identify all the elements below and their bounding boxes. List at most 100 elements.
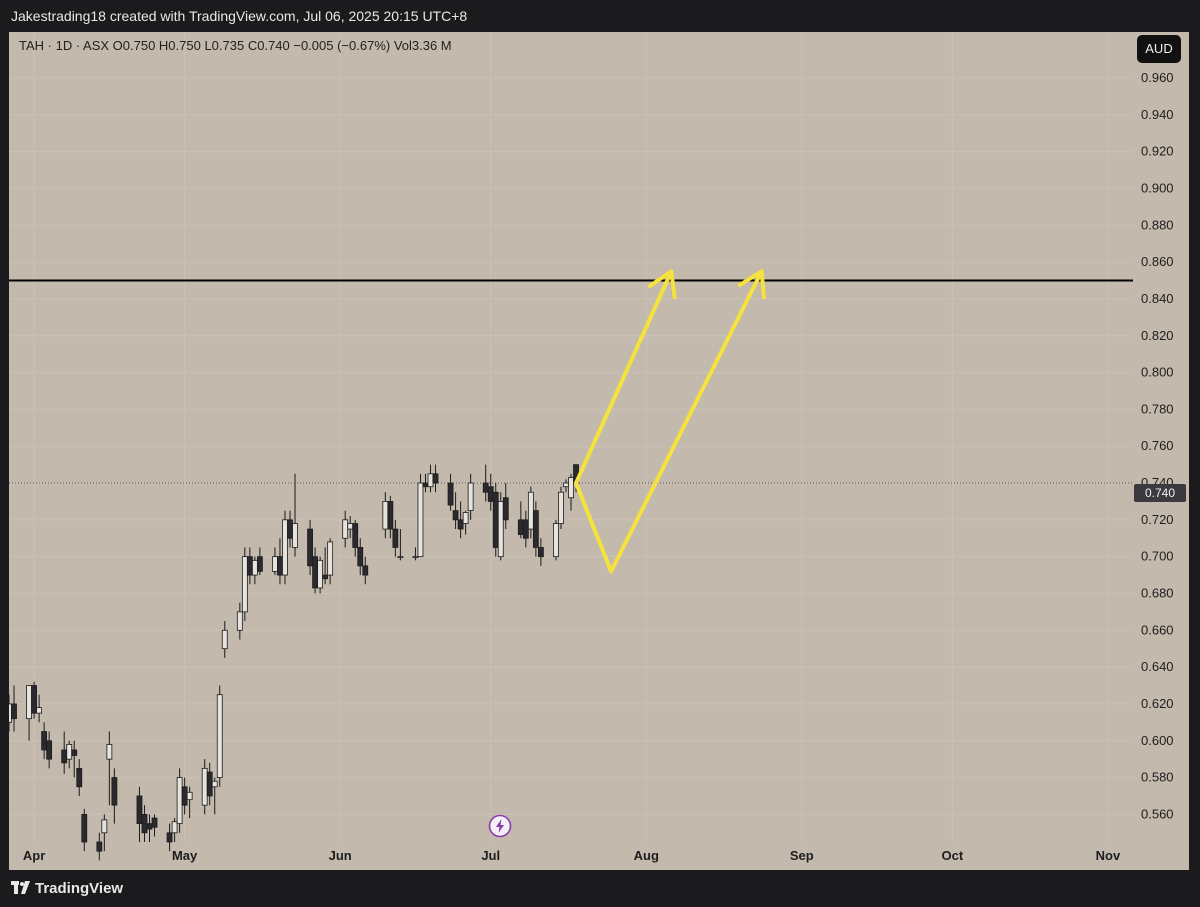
candle xyxy=(322,547,329,585)
candle-body xyxy=(553,523,559,558)
candle xyxy=(292,473,298,557)
projection-arrow-2 xyxy=(574,269,674,486)
candle xyxy=(31,681,37,719)
candle xyxy=(151,814,158,837)
candle-body xyxy=(382,501,389,530)
candle xyxy=(392,519,399,557)
chart-pane[interactable]: 0.560 0.580 0.600 0.620 0.640 0.660 0.680 0.700… xyxy=(9,32,1189,870)
projection-arrowhead-1 xyxy=(737,269,766,300)
candle-body xyxy=(46,740,53,760)
y-tick-label: 0.720 xyxy=(1141,512,1174,527)
candle-body xyxy=(317,559,324,589)
candle-body xyxy=(522,519,529,539)
y-tick-label: 0.580 xyxy=(1141,770,1174,785)
y-tick-label: 0.840 xyxy=(1141,291,1174,306)
candle-body xyxy=(272,556,278,572)
candle-body xyxy=(166,832,173,843)
candle-body xyxy=(241,556,248,613)
candle xyxy=(186,786,193,819)
y-tick-label: 0.820 xyxy=(1141,328,1174,343)
candle xyxy=(357,538,364,576)
candle-body xyxy=(26,685,32,720)
candle xyxy=(417,473,424,558)
candle-body xyxy=(392,528,399,548)
candle xyxy=(241,547,248,622)
y-tick-label: 0.800 xyxy=(1141,365,1174,380)
candle-body xyxy=(482,482,489,493)
attribution-bar: Jakestrading18 created with TradingView.… xyxy=(0,0,1200,32)
y-tick-label: 0.700 xyxy=(1141,549,1174,564)
candle-body xyxy=(527,491,534,530)
candle-body xyxy=(502,497,509,521)
candle xyxy=(236,602,243,640)
candle-body xyxy=(517,519,524,535)
candle xyxy=(256,547,263,576)
candle-body xyxy=(352,523,359,548)
candle-body xyxy=(427,473,434,488)
candle xyxy=(502,483,509,530)
candle-body xyxy=(146,823,153,830)
candle-body xyxy=(246,556,253,576)
candle-body xyxy=(292,523,298,548)
candle-body xyxy=(457,519,464,530)
candle xyxy=(387,495,394,539)
candle-body xyxy=(216,694,223,778)
lightning-icon[interactable] xyxy=(488,814,512,838)
candle-body xyxy=(171,821,178,834)
candle-body xyxy=(211,780,218,788)
tradingview-logo-icon xyxy=(11,881,30,894)
candle-body xyxy=(106,744,113,760)
candle-body xyxy=(492,491,499,548)
x-tick-label: Sep xyxy=(790,848,814,863)
candle-body xyxy=(111,777,118,806)
candle xyxy=(568,473,574,511)
candle-body xyxy=(186,791,193,801)
candle xyxy=(76,759,83,796)
candle-body xyxy=(136,795,143,824)
candle xyxy=(317,556,324,594)
x-tick-label: Apr xyxy=(23,848,45,863)
y-tick-label: 0.620 xyxy=(1141,696,1174,711)
candle-body xyxy=(342,519,349,539)
candle xyxy=(432,464,439,493)
y-tick-label: 0.960 xyxy=(1141,70,1174,85)
candle xyxy=(537,538,544,566)
y-tick-label: 0.860 xyxy=(1141,254,1174,269)
candle-body xyxy=(487,486,494,502)
candle-body xyxy=(537,547,544,558)
candle-body xyxy=(432,473,439,484)
candle-body xyxy=(61,749,68,764)
price-chart[interactable]: 0.560 0.580 0.600 0.620 0.640 0.660 0.680 0.700… xyxy=(9,32,1189,870)
candle-body xyxy=(312,556,318,589)
y-tick-label: 0.680 xyxy=(1141,585,1174,600)
x-tick-label: May xyxy=(172,848,198,863)
currency-button[interactable]: AUD xyxy=(1137,35,1181,63)
y-tick-label: 0.600 xyxy=(1141,733,1174,748)
candle-body xyxy=(236,611,243,631)
candle-body xyxy=(256,556,263,572)
x-tick-label: Aug xyxy=(634,848,659,863)
candle-body xyxy=(71,749,78,756)
candle-body xyxy=(467,482,474,512)
candle-body xyxy=(412,556,419,559)
candle xyxy=(221,621,228,658)
y-tick-label: 0.940 xyxy=(1141,107,1174,122)
candle xyxy=(467,473,474,520)
y-tick-label: 0.900 xyxy=(1141,180,1174,195)
candle xyxy=(497,492,504,561)
candle-body xyxy=(462,512,469,524)
y-tick-label: 0.560 xyxy=(1141,806,1174,821)
candle xyxy=(11,685,17,732)
candle xyxy=(462,510,469,535)
candle xyxy=(176,768,183,833)
candle xyxy=(532,501,539,557)
y-tick-label: 0.660 xyxy=(1141,622,1174,637)
candle xyxy=(216,685,223,787)
candle xyxy=(327,538,334,585)
candle xyxy=(558,486,564,530)
candle-body xyxy=(447,482,454,506)
candle-body xyxy=(347,523,354,530)
x-tick-label: Oct xyxy=(942,848,964,863)
projection-arrow-1 xyxy=(574,269,764,574)
projection-arrowhead-2 xyxy=(647,269,677,300)
